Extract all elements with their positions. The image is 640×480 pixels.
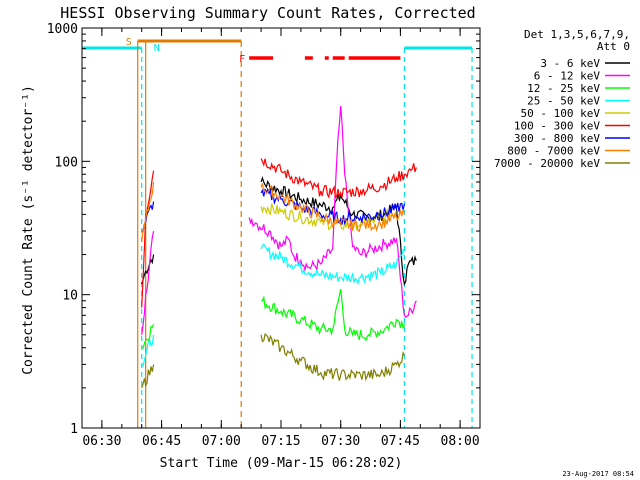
legend-label-25-50-kev: 25 - 50 keV xyxy=(527,95,600,108)
series-line-300-800-kev xyxy=(260,187,405,225)
series-layer xyxy=(141,105,417,389)
x-tick-label: 07:15 xyxy=(261,434,300,449)
series-line-6-12-kev xyxy=(141,230,155,335)
series-line-800-7000-kev xyxy=(141,181,155,242)
legend-label-300-800-kev: 300 - 800 keV xyxy=(514,132,600,145)
legend-label-7000-20000-kev: 7000 - 20000 keV xyxy=(494,157,600,170)
legend-header-detectors: Det 1,3,5,6,7,9, xyxy=(524,28,630,41)
series-line-25-50-kev xyxy=(260,243,405,286)
legend-label-50-100-kev: 50 - 100 keV xyxy=(521,107,601,120)
x-tick-label: 07:45 xyxy=(381,434,420,449)
x-tick-label: 08:00 xyxy=(441,434,480,449)
chart-title: HESSI Observing Summary Count Rates, Cor… xyxy=(60,4,475,22)
legend-label-100-300-kev: 100 - 300 keV xyxy=(514,120,600,133)
y-tick-label: 1 xyxy=(70,422,78,437)
y-axis: 1 10 100 1000 xyxy=(47,22,480,437)
y-tick-label: 1000 xyxy=(47,22,78,37)
x-axis-label: Start Time (09-Mar-15 06:28:02) xyxy=(160,456,403,471)
y-tick-label: 10 xyxy=(62,289,78,304)
y-tick-label: 100 xyxy=(55,155,78,170)
series-line-100-300-kev xyxy=(141,170,155,308)
series-line-3-6-kev xyxy=(141,254,155,285)
series-line-50-100-kev xyxy=(260,203,397,231)
x-tick-label: 06:30 xyxy=(82,434,121,449)
legend-label-3-6-kev: 3 - 6 keV xyxy=(540,57,600,70)
legend-label-800-7000-kev: 800 - 7000 keV xyxy=(507,145,600,158)
series-line-800-7000-kev xyxy=(260,183,405,233)
legend-label-6-12-kev: 6 - 12 keV xyxy=(534,70,601,83)
legend-header-attenuator: Att 0 xyxy=(597,40,630,53)
saa-flag-label: S xyxy=(126,37,132,48)
series-line-100-300-kev xyxy=(260,158,417,199)
x-axis: 06:30 06:45 07:00 07:15 07:30 07:45 08:00 xyxy=(81,28,481,449)
night-flag-label: N xyxy=(154,43,160,54)
y-axis-label: Corrected Count Rate (s⁻¹ detector⁻¹) xyxy=(21,85,36,375)
series-line-6-12-kev xyxy=(248,105,417,319)
x-tick-label: 07:30 xyxy=(321,434,360,449)
flare-flag-label: F xyxy=(239,54,245,65)
legend-label-12-25-kev: 12 - 25 keV xyxy=(527,82,600,95)
footer-timestamp: 23-Aug-2017 08:54 xyxy=(562,470,634,478)
series-line-12-25-kev xyxy=(141,323,155,349)
series-line-25-50-kev xyxy=(141,334,155,368)
plot-area: SNF 06:30 06:45 07:00 07:15 07:30 07:45 08:00 … xyxy=(47,22,481,449)
series-line-7000-20000-kev xyxy=(141,364,155,389)
x-tick-label: 06:45 xyxy=(142,434,181,449)
x-tick-label: 07:00 xyxy=(202,434,241,449)
series-line-12-25-kev xyxy=(261,288,405,342)
series-line-7000-20000-kev xyxy=(260,332,405,382)
